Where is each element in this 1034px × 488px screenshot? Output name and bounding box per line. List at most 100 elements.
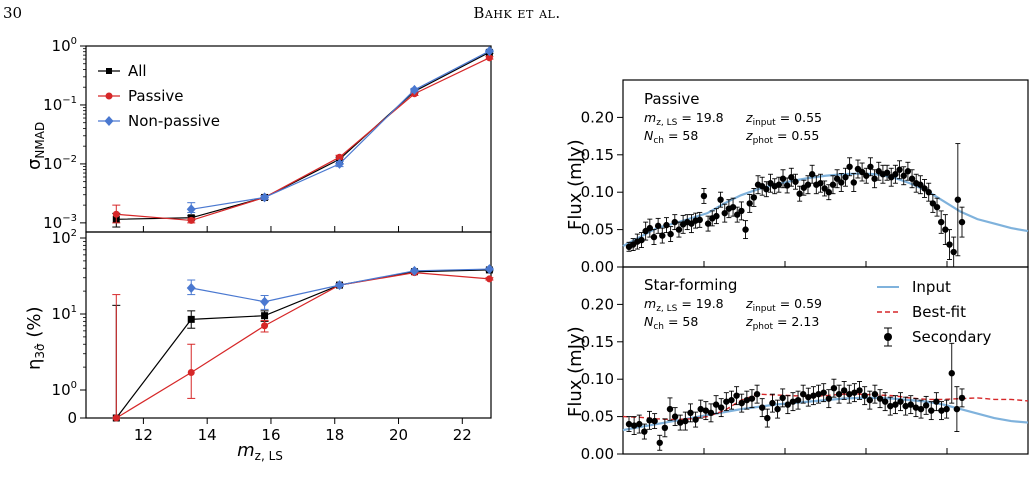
secondary-point [750,194,758,201]
secondary-point [850,179,857,186]
page-number: 30 [3,4,23,22]
legend-input: Input [912,278,951,296]
secondary-point [867,163,874,170]
eta-xtick-label: 16 [261,426,280,444]
series-line-passive [115,272,490,419]
mag-xlabel: mz, LS [237,440,283,463]
eta-ytick-label: 100 [52,380,77,399]
series-line-passive [116,57,490,222]
secondary-point [928,407,935,414]
data-point-non-passive [260,296,270,307]
secondary-point [908,175,916,182]
starforming-zinput: zinput = 0.59 [745,296,822,314]
secondary-point [677,419,684,426]
passive-title: Passive [644,90,699,108]
data-point-non-passive [186,282,196,293]
eta-ytick-label: 102 [52,228,77,247]
passive-nch: Nch = 58 [644,128,698,146]
secondary-point [933,203,941,211]
secondary-point [663,221,670,229]
secondary-point [646,417,653,424]
eta-xtick-label: 14 [198,426,217,444]
secondary-point [871,175,878,182]
panel-starforming-frame [622,266,1029,455]
data-point-all [261,312,269,320]
panel-passive-frame [622,79,1029,268]
secondary-point [779,175,787,182]
starforming-nch: Nch = 58 [644,314,698,332]
starforming-zphot: zphot = 2.13 [745,314,819,332]
secondary-point [723,398,730,405]
flux-ytick-label: 0.10 [581,183,614,201]
secondary-point [851,389,858,396]
secondary-point [933,398,940,405]
secondary-point [881,398,889,405]
panel-eta-frame [85,231,492,419]
starforming-mag: mz, LS = 19.8 [644,296,724,314]
secondary-point [825,189,832,196]
secondary-point [907,401,914,408]
secondary-point [856,387,863,394]
flux-ytick-label: 0.15 [581,333,614,351]
secondary-point [946,241,953,248]
secondary-point [769,399,776,407]
secondary-point [871,390,879,398]
flux-ytick-label: 0.05 [581,221,614,239]
panel-sigma-frame [85,45,492,233]
secondary-point [687,409,694,417]
panel-starforming-sed: 0.00 0.05 0.10 0.15 0.20 Flux (mJy) Star-for… [565,266,1029,463]
input-curve [622,172,1029,248]
secondary-point [712,401,720,408]
data-point-non-passive [335,280,345,291]
secondary-point [810,392,817,399]
secondary-point [925,189,932,196]
secondary-point [904,168,912,175]
secondary-point [788,174,795,181]
secondary-point [866,396,873,404]
secondary-point [718,404,725,411]
flux-ytick-label: 0.15 [581,146,614,164]
secondary-point [942,226,949,233]
secondary-point [887,402,894,410]
secondary-point [667,230,674,238]
sigma-ylabel: σNMAD [24,122,47,170]
secondary-point [817,180,824,187]
secondary-point [734,211,741,218]
secondary-point [922,402,930,409]
eta-ytick-label: 0 [67,409,77,427]
secondary-point [902,402,909,410]
legend-marker-nonpassive [104,116,114,126]
secondary-point [746,200,753,207]
data-point-passive [187,368,195,376]
secondary-point [958,218,966,226]
secondary-point [717,196,724,203]
flux-ytick-label: 0.05 [581,408,614,426]
secondary-point [820,389,827,396]
data-point-non-passive [409,84,419,95]
secondary-point [661,424,669,432]
sigma-ytick-label: 10−1 [43,95,77,114]
secondary-point [696,216,703,224]
legend-left: All Passive Non-passive [98,62,220,130]
secondary-point [742,226,749,233]
secondary-point [842,174,849,181]
secondary-point [954,196,962,203]
secondary-point [774,405,781,413]
secondary-point [721,209,728,217]
secondary-point [938,407,945,414]
passive-ylabel: Flux (mJy) [565,139,586,230]
data-point-passive [112,210,120,218]
passive-mag: mz, LS = 19.8 [644,110,724,128]
eta-ytick-label: 101 [52,304,77,323]
secondary-point [625,420,633,428]
secondary-point [863,172,870,179]
panel-passive-sed: 0.000.050.100.150.20 Flux (mJy) Passive … [565,79,1029,276]
secondary-point [937,218,945,226]
secondary-point [729,203,737,211]
flux-ytick-label: 0.00 [581,258,614,276]
secondary-point [759,404,766,411]
running-head: Bahk et al. [473,4,561,22]
secondary-point [748,395,756,402]
secondary-point [943,405,950,413]
